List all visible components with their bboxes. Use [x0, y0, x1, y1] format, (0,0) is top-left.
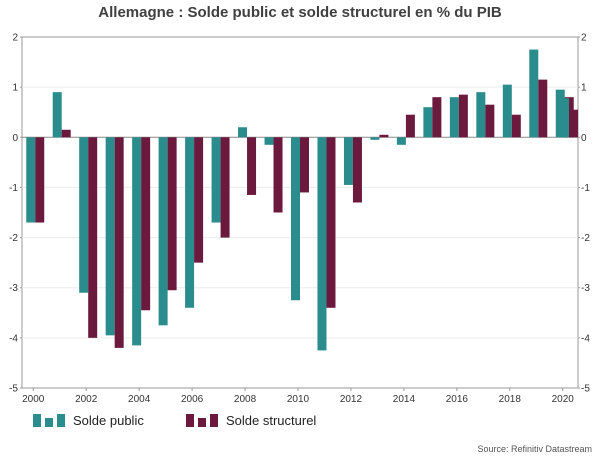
bar-solde-public-2018: [502, 84, 512, 138]
y-tick-label-right: -5: [581, 384, 590, 395]
bar-solde-public-2008: [238, 127, 248, 138]
x-tick-label: 2012: [340, 394, 363, 405]
y-tick-label-right: 1: [581, 83, 587, 94]
x-tick-label: 2002: [75, 394, 98, 405]
y-tick-label-left: 1: [12, 83, 18, 94]
bar-solde-public-2016: [449, 97, 459, 138]
bar-solde-structurel-2011: [326, 137, 336, 308]
y-tick-label-left: -2: [9, 233, 18, 244]
chart-title: Allemagne : Solde public et solde struct…: [98, 4, 502, 21]
bar-solde-structurel-2004: [141, 137, 151, 311]
y-tick-label-right: -3: [581, 283, 590, 294]
bar-solde-public-2007: [211, 137, 221, 223]
bar-solde-public-2020: [555, 89, 565, 138]
legend-item-solde-structurel: Solde structurel: [186, 413, 316, 428]
bar-solde-structurel-2002: [88, 137, 98, 338]
y-tick-label-right: -2: [581, 233, 590, 244]
bar-solde-public-2010: [291, 137, 300, 301]
bar-solde-structurel-2016: [458, 94, 468, 138]
bar-solde-public-2001: [52, 92, 62, 138]
bar-solde-public-2004: [132, 137, 142, 346]
x-tick-label: 2014: [393, 394, 416, 405]
legend-item-solde-public: Solde public: [33, 413, 144, 428]
legend-label: Solde structurel: [226, 413, 316, 428]
bar-solde-public-2015: [423, 107, 433, 138]
bar-solde-structurel-2018: [511, 114, 521, 138]
bar-solde-structurel-2006: [194, 137, 204, 263]
bar-solde-structurel-2008: [247, 137, 257, 195]
bar-solde-structurel-2010: [300, 137, 309, 193]
bar-solde-structurel-2005: [167, 137, 177, 291]
y-tick-label-left: -1: [9, 183, 18, 194]
legend-swatch: [198, 418, 206, 427]
y-tick-label-left: 0: [12, 133, 18, 144]
y-tick-label-right: -1: [581, 183, 590, 194]
bar-solde-structurel-2017: [485, 104, 495, 138]
bar-solde-public-2009: [264, 137, 274, 145]
x-tick-label: 2008: [234, 394, 257, 405]
bar-solde-public-2002: [79, 137, 89, 293]
bar-solde-public-2003: [105, 137, 115, 336]
bar-solde-public-2000: [26, 137, 36, 223]
bar-solde-structurel-2007: [220, 137, 230, 238]
bar-solde-structurel-2012: [352, 137, 362, 203]
x-tick-label: 2000: [22, 394, 45, 405]
bar-solde-public-2017: [476, 92, 486, 138]
bar-solde-structurel-last: [569, 109, 578, 138]
bar-solde-structurel-2014: [405, 114, 415, 138]
source-note: Source: Refinitiv Datastream: [477, 444, 592, 454]
x-tick-label: 2004: [128, 394, 151, 405]
x-tick-label: 2018: [499, 394, 522, 405]
bar-solde-structurel-2015: [432, 97, 442, 138]
bar-solde-public-2014: [396, 137, 406, 145]
y-tick-label-right: 2: [581, 33, 587, 44]
legend-swatch: [210, 414, 218, 427]
bar-solde-public-2019: [529, 49, 539, 138]
y-tick-label-left: -4: [9, 333, 18, 344]
y-tick-label-left: 2: [12, 33, 18, 44]
legend-swatch: [33, 414, 41, 427]
bar-solde-public-last: [561, 98, 569, 138]
legend-swatch: [57, 414, 65, 427]
x-tick-label: 2006: [181, 394, 204, 405]
legend-label: Solde public: [73, 413, 144, 428]
x-tick-label: 2016: [446, 394, 469, 405]
bar-solde-public-2011: [317, 137, 327, 351]
bar-solde-public-2006: [185, 137, 195, 308]
bar-solde-structurel-2009: [273, 137, 283, 213]
bar-solde-public-2013: [370, 137, 380, 140]
x-tick-label: 2020: [552, 394, 575, 405]
bar-solde-structurel-2000: [35, 137, 45, 223]
bar-solde-structurel-2001: [61, 129, 71, 138]
y-tick-label-right: -4: [581, 333, 590, 344]
y-tick-label-right: 0: [581, 133, 587, 144]
bar-solde-public-2005: [158, 137, 168, 326]
bar-solde-structurel-2019: [538, 79, 548, 138]
legend-swatch: [45, 418, 53, 427]
bar-solde-structurel-2003: [114, 137, 124, 348]
legend-swatch: [186, 414, 194, 427]
bar-solde-public-2012: [343, 137, 353, 185]
y-tick-label-left: -5: [9, 384, 18, 395]
x-tick-label: 2010: [287, 394, 310, 405]
bar-solde-structurel-2013: [379, 134, 389, 138]
y-tick-label-left: -3: [9, 283, 18, 294]
